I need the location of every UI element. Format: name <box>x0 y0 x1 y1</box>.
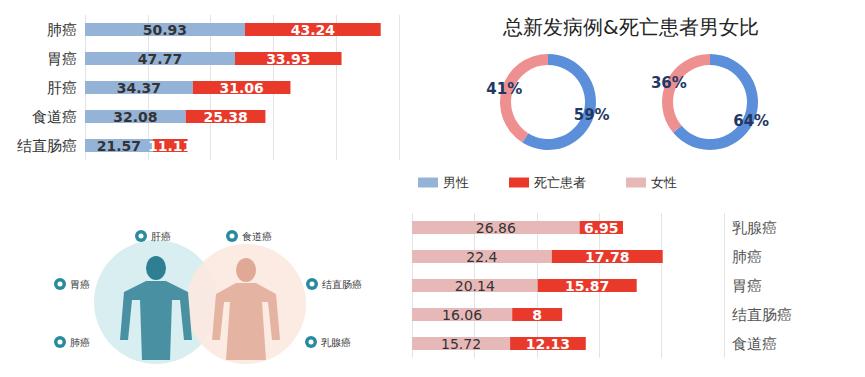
svg-text:6.95: 6.95 <box>584 220 619 236</box>
svg-text:8: 8 <box>532 307 542 323</box>
svg-text:结直肠癌: 结直肠癌 <box>17 137 77 155</box>
svg-text:食道癌: 食道癌 <box>242 231 272 242</box>
svg-text:乳腺癌: 乳腺癌 <box>321 337 351 348</box>
svg-text:50.93: 50.93 <box>143 22 187 38</box>
svg-text:女性: 女性 <box>651 175 677 190</box>
svg-text:胃癌: 胃癌 <box>47 50 77 68</box>
svg-text:肝癌: 肝癌 <box>151 231 171 242</box>
svg-text:17.78: 17.78 <box>585 249 629 265</box>
svg-text:食道癌: 食道癌 <box>32 108 77 126</box>
svg-text:32.08: 32.08 <box>113 109 157 125</box>
svg-text:总新发病例&死亡患者男女比: 总新发病例&死亡患者男女比 <box>502 15 759 39</box>
svg-text:胃癌: 胃癌 <box>70 279 90 290</box>
svg-text:乳腺癌: 乳腺癌 <box>732 219 777 237</box>
svg-text:59%: 59% <box>574 106 610 124</box>
svg-text:31.06: 31.06 <box>220 80 264 96</box>
svg-text:肺癌: 肺癌 <box>732 248 762 266</box>
svg-text:43.24: 43.24 <box>291 22 336 38</box>
svg-text:41%: 41% <box>486 80 522 98</box>
svg-text:47.77: 47.77 <box>138 51 182 67</box>
svg-text:21.57: 21.57 <box>97 138 141 154</box>
svg-text:肺癌: 肺癌 <box>70 337 90 348</box>
svg-text:肺癌: 肺癌 <box>47 21 77 39</box>
svg-text:16.06: 16.06 <box>442 307 482 323</box>
svg-text:22.4: 22.4 <box>466 249 497 265</box>
svg-text:11.11: 11.11 <box>148 138 192 154</box>
svg-text:34.37: 34.37 <box>117 80 161 96</box>
svg-text:肝癌: 肝癌 <box>47 79 77 97</box>
svg-text:36%: 36% <box>651 74 687 92</box>
svg-text:12.13: 12.13 <box>526 336 570 352</box>
svg-text:死亡患者: 死亡患者 <box>534 175 586 190</box>
svg-text:26.86: 26.86 <box>476 220 516 236</box>
svg-text:结直肠癌: 结直肠癌 <box>322 279 362 290</box>
svg-text:33.93: 33.93 <box>266 51 310 67</box>
svg-text:15.87: 15.87 <box>565 278 609 294</box>
svg-text:15.72: 15.72 <box>441 336 481 352</box>
svg-text:20.14: 20.14 <box>455 278 495 294</box>
svg-text:64%: 64% <box>733 112 769 130</box>
svg-text:男性: 男性 <box>443 175 469 190</box>
svg-text:食道癌: 食道癌 <box>732 335 777 353</box>
svg-text:25.38: 25.38 <box>203 109 247 125</box>
svg-text:结直肠癌: 结直肠癌 <box>732 306 792 324</box>
svg-text:胃癌: 胃癌 <box>732 277 762 295</box>
